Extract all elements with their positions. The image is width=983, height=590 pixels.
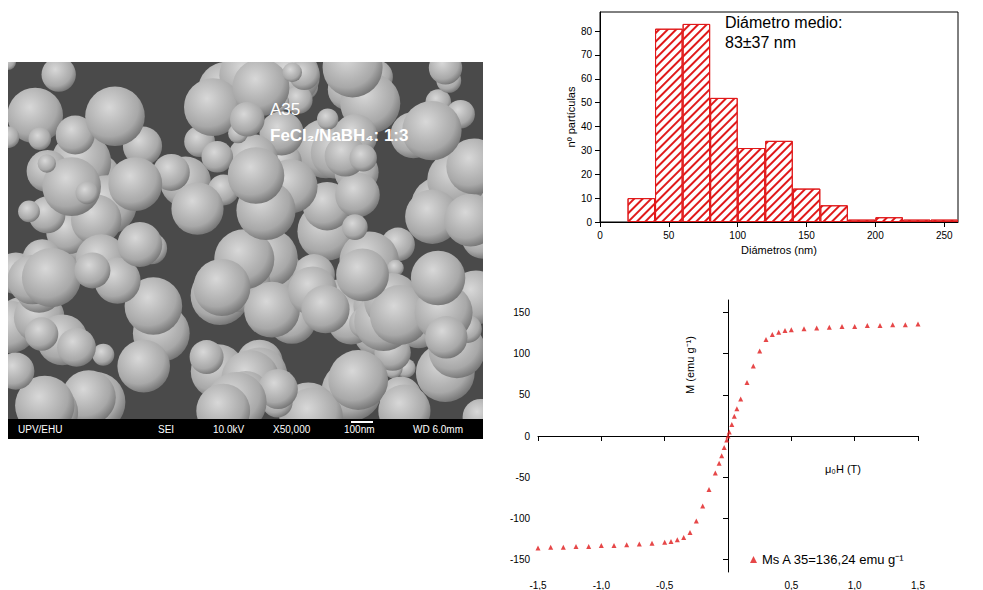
svg-text:-150: -150 [510,554,530,565]
svg-text:150: 150 [513,307,530,318]
svg-text:80: 80 [581,26,593,37]
svg-text:40: 40 [581,121,593,132]
svg-text:nº partículas: nº partículas [565,86,577,147]
svg-text:1,5: 1,5 [911,580,925,590]
svg-text:μ₀H (T): μ₀H (T) [825,463,861,475]
svg-text:Diámetros (nm): Diámetros (nm) [741,244,817,256]
html-text:A35: A35 [270,100,301,119]
svg-text:100: 100 [729,230,746,241]
svg-text:50: 50 [519,389,531,400]
svg-text:1,0: 1,0 [848,580,862,590]
svg-text:250: 250 [936,230,953,241]
html-text:SEI: SEI [158,424,175,435]
svg-text:83±37 nm: 83±37 nm [725,34,796,51]
svg-text:200: 200 [867,230,884,241]
svg-text:Ms A 35=136,24 emu g⁻¹: Ms A 35=136,24 emu g⁻¹ [762,552,904,567]
svg-text:-100: -100 [510,513,530,524]
svg-text:0: 0 [597,230,603,241]
html-text:X50,000: X50,000 [273,424,311,435]
svg-text:-1,5: -1,5 [529,580,547,590]
svg-text:0,5: 0,5 [784,580,798,590]
svg-text:70: 70 [581,49,593,60]
html-text:100nm: 100nm [344,424,375,435]
svg-text:-0,5: -0,5 [656,580,674,590]
svg-text:-1,0: -1,0 [593,580,611,590]
svg-text:50: 50 [663,230,675,241]
html-text:UPV/EHU: UPV/EHU [18,424,63,435]
svg-text:60: 60 [581,73,593,84]
svg-text:M (emu g⁻¹): M (emu g⁻¹) [684,336,696,394]
svg-text:-50: -50 [516,472,531,483]
svg-text:30: 30 [581,145,593,156]
svg-text:10: 10 [581,193,593,204]
svg-text:100: 100 [513,348,530,359]
html-text:WD 6.0mm: WD 6.0mm [413,424,463,435]
svg-text:50: 50 [581,97,593,108]
svg-text:0: 0 [586,217,592,228]
svg-text:Diámetro medio:: Diámetro medio: [725,14,842,31]
svg-text:150: 150 [798,230,815,241]
html-text:FeCl₂/NaBH₄: 1:3: FeCl₂/NaBH₄: 1:3 [270,126,409,145]
svg-text:20: 20 [581,169,593,180]
html-text:10.0kV: 10.0kV [213,424,245,435]
svg-text:0: 0 [524,431,530,442]
